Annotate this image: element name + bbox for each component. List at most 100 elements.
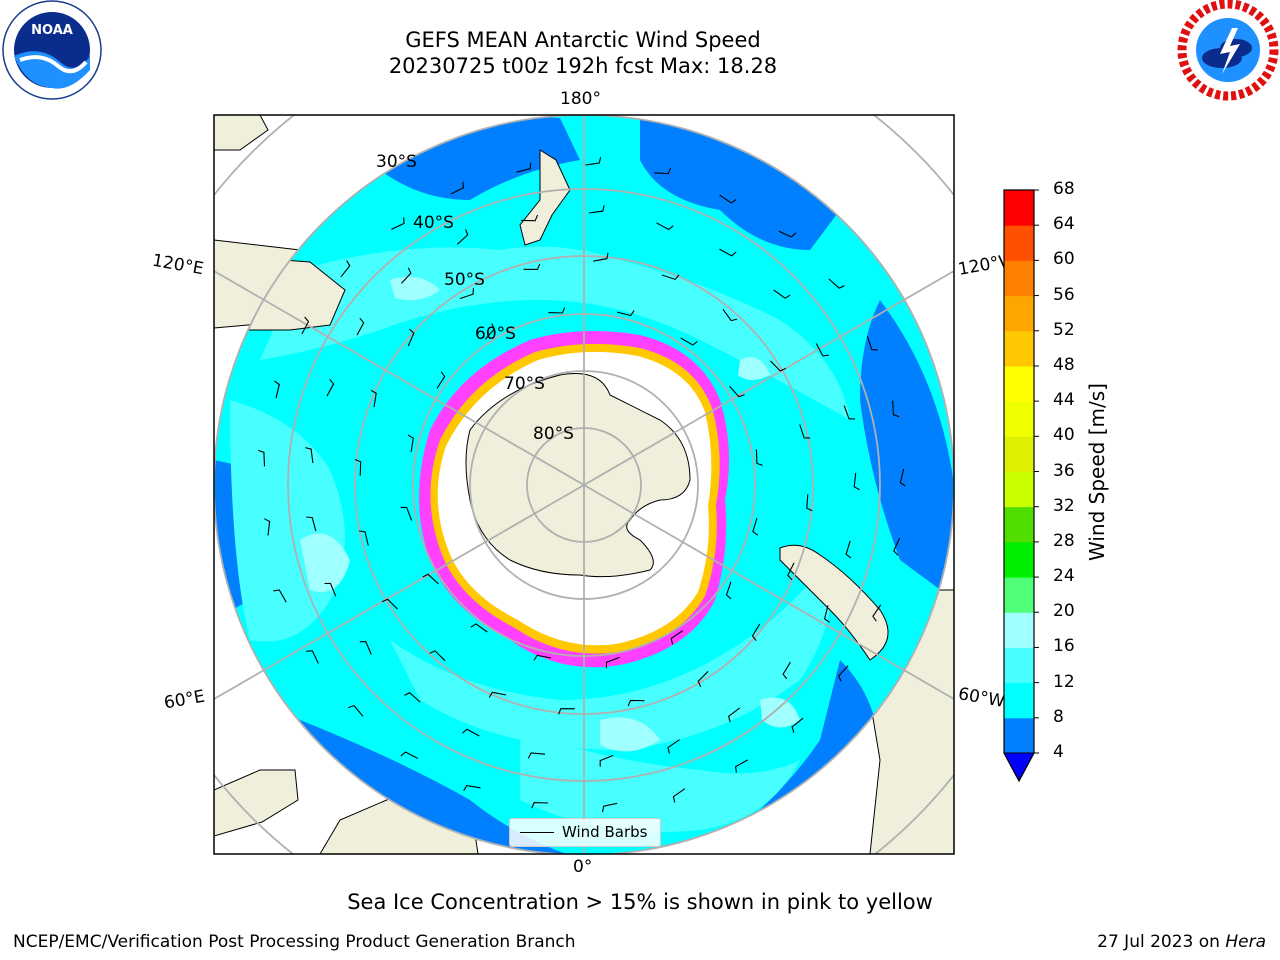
wind-barb bbox=[729, 385, 745, 398]
wind-barb bbox=[755, 449, 763, 466]
colorbar-outline bbox=[1003, 189, 1035, 783]
wind-barb bbox=[672, 788, 686, 803]
wind-barb bbox=[806, 494, 813, 512]
wind-barb bbox=[778, 230, 797, 238]
sea-ice-note: Sea Ice Concentration > 15% is shown in … bbox=[347, 890, 933, 914]
colorbar-cell bbox=[1004, 471, 1034, 508]
colorbar-cell bbox=[1004, 717, 1034, 754]
wind-barb bbox=[407, 434, 414, 452]
colorbar-cell bbox=[1004, 401, 1034, 437]
wind-barb bbox=[400, 506, 413, 521]
wind-barb bbox=[828, 278, 845, 289]
wind-barb bbox=[719, 194, 737, 204]
colorbar-tick-label: 32 bbox=[1053, 495, 1075, 516]
footer-date-text: 27 Jul 2023 on bbox=[1097, 932, 1226, 952]
footer-date: 27 Jul 2023 on Hera bbox=[1097, 932, 1266, 952]
wind-barb bbox=[484, 323, 496, 340]
colorbar-cell bbox=[1004, 365, 1034, 402]
wind-barb bbox=[456, 229, 469, 245]
wind-barb bbox=[274, 380, 280, 399]
colorbar-cell bbox=[1004, 295, 1034, 332]
legend-line-icon bbox=[520, 832, 554, 833]
wind-barb bbox=[370, 389, 377, 408]
wind-barb bbox=[459, 288, 474, 300]
wind-barb bbox=[588, 205, 605, 214]
lat-label-70s: 70°S bbox=[504, 374, 545, 394]
wind-barb bbox=[599, 754, 614, 767]
wind-barb bbox=[422, 573, 439, 585]
colorbar-tick-label: 4 bbox=[1053, 742, 1064, 762]
colorbar-tick-label: 28 bbox=[1053, 530, 1075, 551]
wind-barb bbox=[400, 751, 419, 759]
wind-barb bbox=[782, 661, 791, 680]
map-gridlines bbox=[214, 115, 954, 854]
wind-barb bbox=[354, 458, 362, 476]
colorbar-cell bbox=[1004, 682, 1034, 719]
colorbar-tick-label: 60 bbox=[1053, 249, 1075, 270]
wind-barb bbox=[893, 537, 901, 556]
colorbar-tick-label: 36 bbox=[1053, 460, 1075, 481]
wind-barb bbox=[815, 343, 829, 357]
legend-label: Wind Barbs bbox=[562, 823, 648, 841]
colorbar-tick-label: 24 bbox=[1053, 566, 1075, 587]
wind-barb bbox=[845, 540, 852, 559]
colorbar-cell bbox=[1004, 541, 1034, 578]
colorbar-tick-label: 56 bbox=[1053, 284, 1075, 305]
wind-barb bbox=[381, 598, 398, 610]
lon-label-180: 180° bbox=[560, 89, 601, 109]
noaa-logo-text: NOAA bbox=[31, 23, 73, 38]
wind-barb bbox=[602, 802, 618, 813]
wind-barb bbox=[306, 650, 319, 664]
wind-barb bbox=[340, 260, 351, 278]
wind-barb bbox=[892, 400, 900, 418]
footer-host: Hera bbox=[1225, 932, 1266, 952]
colorbar-tick-label: 20 bbox=[1053, 601, 1075, 622]
wind-barb bbox=[605, 656, 620, 669]
wind-barb bbox=[853, 472, 860, 491]
lat-label-50s: 50°S bbox=[444, 270, 485, 290]
wind-barb bbox=[722, 308, 738, 322]
colorbar-tick-label: 48 bbox=[1053, 354, 1075, 375]
wind-barb bbox=[593, 252, 609, 262]
wind-barb bbox=[462, 728, 480, 737]
wind-barb bbox=[787, 562, 795, 581]
colorbar-cell bbox=[1004, 330, 1034, 367]
lat-label-30s: 30°S bbox=[376, 152, 417, 172]
chart-subtitle: 20230725 t00z 192h fcst Max: 18.28 bbox=[388, 54, 778, 78]
colorbar-cell bbox=[1004, 225, 1034, 261]
wind-barb bbox=[727, 707, 741, 723]
wind-barb bbox=[866, 336, 878, 351]
wind-barb bbox=[521, 214, 539, 222]
colorbar bbox=[1003, 189, 1039, 783]
wind-barb bbox=[558, 708, 575, 715]
wind-barb bbox=[773, 289, 791, 299]
wind-barb bbox=[400, 267, 412, 284]
wind-barb bbox=[791, 717, 804, 733]
wind-barb bbox=[627, 699, 645, 707]
wind-barb bbox=[770, 360, 787, 372]
wind-barb bbox=[751, 623, 761, 642]
colorbar-label: Wind Speed [m/s] bbox=[1085, 383, 1109, 561]
wind-barb bbox=[391, 217, 405, 230]
wind-barb bbox=[301, 316, 310, 335]
colorbar-tick-label: 68 bbox=[1053, 179, 1075, 199]
lon-label-0: 0° bbox=[573, 857, 593, 877]
nws-logo-icon bbox=[1177, 0, 1279, 101]
wind-barb bbox=[324, 582, 337, 597]
wind-barb bbox=[429, 650, 446, 662]
colorbar-tick-label: 52 bbox=[1053, 319, 1075, 340]
wind-barb bbox=[670, 630, 684, 645]
colorbar-cell bbox=[1004, 577, 1034, 613]
wind-barb bbox=[356, 317, 365, 336]
wind-barb bbox=[488, 691, 507, 698]
colorbar-cell bbox=[1004, 436, 1034, 472]
wind-barb bbox=[404, 692, 421, 703]
wind-barb bbox=[799, 424, 811, 439]
colorbar-cell bbox=[1004, 260, 1034, 297]
wind-barb bbox=[899, 468, 906, 487]
wind-barb bbox=[258, 449, 266, 467]
wind-barb bbox=[837, 665, 849, 682]
colorbar-cell bbox=[1004, 612, 1034, 648]
colorbar-cell bbox=[1004, 506, 1034, 543]
